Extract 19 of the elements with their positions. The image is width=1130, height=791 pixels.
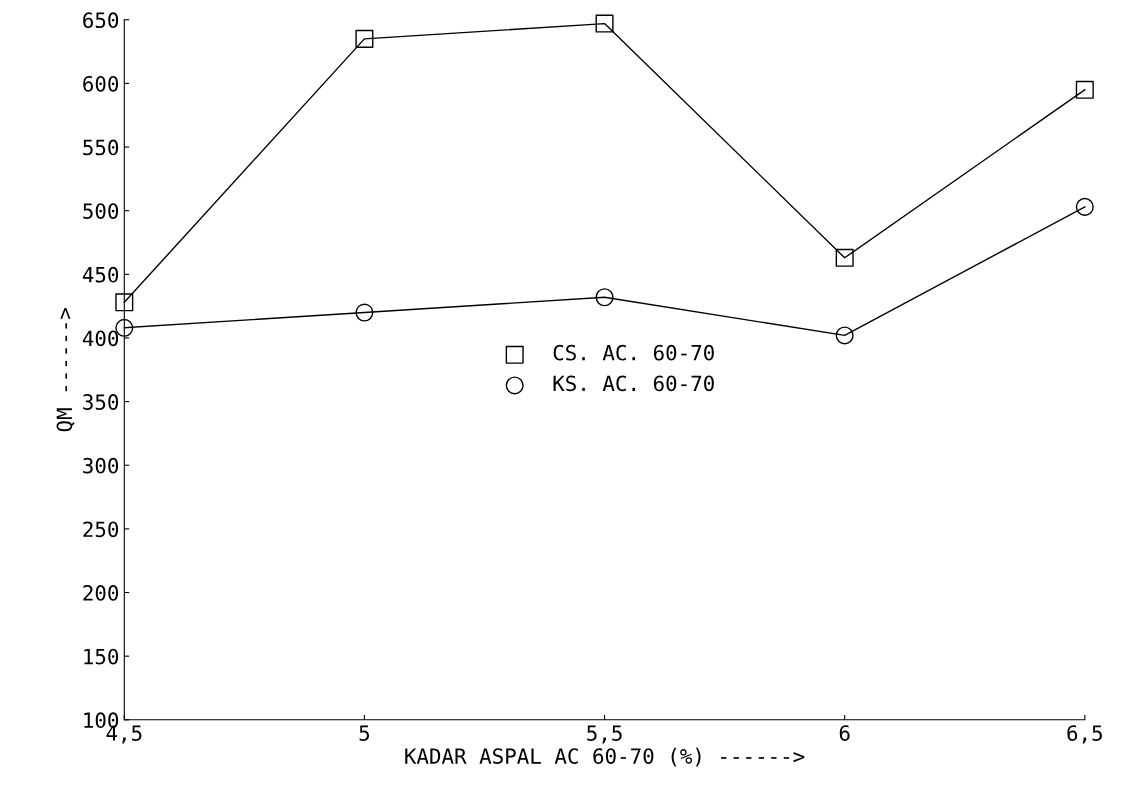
x-tick-label: 5: [359, 725, 370, 741]
y-axis-title: QM ------>: [56, 307, 75, 432]
x-tick-label: 5,5: [587, 725, 622, 744]
y-tick-label: 200: [83, 585, 119, 601]
x-axis-title: KADAR ASPAL AC 60-70 (%) ------>: [405, 747, 805, 767]
x-tick-label: 6,5: [1067, 725, 1102, 744]
legend-label: KS. AC. 60-70: [553, 375, 714, 392]
y-tick-label: 500: [83, 203, 119, 219]
y-tick-label: 550: [83, 139, 119, 156]
y-tick-label: 600: [83, 75, 119, 92]
y-tick-label: 400: [82, 330, 119, 347]
legend-label: CS. AC. 60-70: [553, 344, 714, 361]
x-tick-label: 6: [839, 725, 850, 741]
y-tick-label: 300: [83, 457, 119, 474]
y-tick-label: 150: [84, 648, 119, 665]
y-tick-label: 250: [83, 521, 119, 538]
y-tick-label: 650: [83, 12, 119, 29]
y-tick-label: 350: [83, 394, 119, 410]
y-tick-label: 450: [82, 266, 119, 283]
